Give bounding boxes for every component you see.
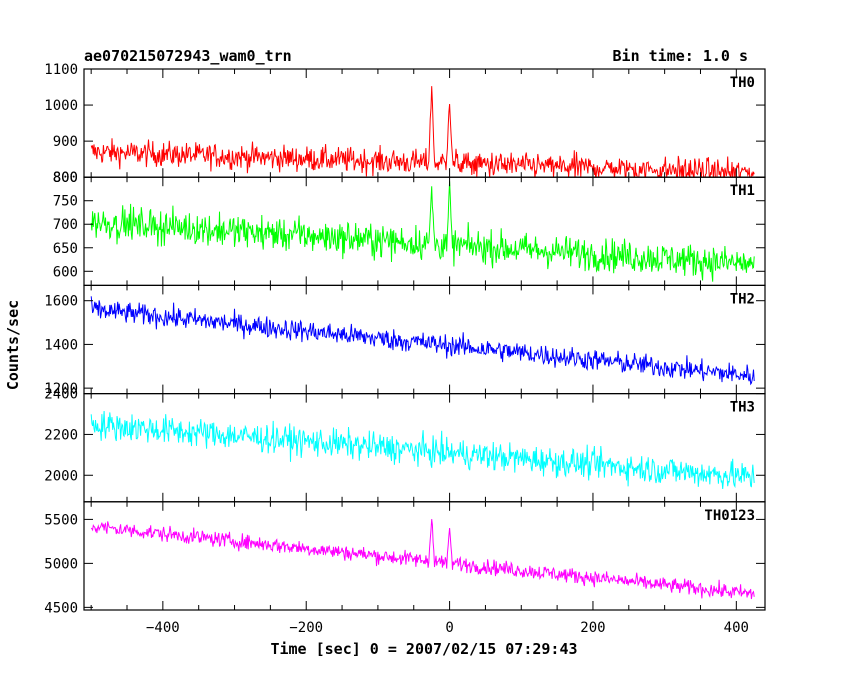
y-tick-label: 5500: [44, 512, 78, 528]
panel-label-th0123: TH0123: [704, 508, 755, 524]
y-tick-label: 800: [53, 170, 78, 186]
y-tick-label: 2400: [44, 387, 78, 403]
y-tick-label: 650: [53, 241, 78, 257]
y-tick-label: 600: [53, 264, 78, 280]
panel-frame: [83, 176, 766, 286]
y-tick-label: 900: [53, 134, 78, 150]
panel-th3: 2000 2200 2400 TH3: [44, 387, 766, 503]
panel-th2: 1200 1400 1600 TH2: [44, 284, 766, 397]
y-tick-label: 4500: [44, 600, 78, 616]
bin-time-label: Bin time: 1.0 s: [613, 47, 748, 65]
y-axis-label: Counts/sec: [4, 300, 22, 390]
y-tick-label: 5000: [44, 556, 78, 572]
y-tick-label: 1100: [44, 62, 78, 78]
x-tick-label: 200: [580, 620, 605, 636]
series-line-th0: [90, 86, 755, 178]
panel-th0: 800 900 1000 1100 TH0: [44, 62, 766, 186]
panel-label-th0: TH0: [730, 75, 755, 91]
x-tick-label: 0: [445, 620, 453, 636]
series-line-th2: [90, 296, 755, 386]
y-tick-label: 2200: [44, 427, 78, 443]
x-tick-label: 400: [724, 620, 749, 636]
panels-group: 80090010001100TH0600650700750800TH112001…: [44, 62, 766, 636]
y-tick-label: 700: [53, 217, 78, 233]
panel-frame: [83, 501, 766, 611]
y-tick-label: 750: [53, 194, 78, 210]
panel-label-th1: TH1: [730, 183, 755, 199]
y-tick-label: 1400: [44, 337, 78, 353]
x-axis-label: Time [sec] 0 = 2007/02/15 07:29:43: [270, 640, 577, 658]
panel-th1: 600 650 700 750 800 TH1: [53, 170, 766, 286]
x-tick-label: −200: [289, 620, 323, 636]
series-line-th3: [90, 410, 755, 490]
y-tick-label: 2000: [44, 468, 78, 484]
y-tick-label: 1600: [44, 294, 78, 310]
y-tick-label: 1200: [44, 381, 78, 397]
chart-title: ae070215072943_wam0_trn: [84, 47, 292, 65]
panel-frame: [83, 284, 766, 395]
series-line-th0123: [90, 519, 755, 600]
series-line-th1: [90, 181, 755, 282]
panel-th0123: 4500 5000 5500 TH0123: [44, 501, 766, 616]
panel-label-th2: TH2: [730, 291, 755, 307]
y-tick-label: 1000: [44, 98, 78, 114]
x-tick-label: −400: [146, 620, 180, 636]
y-tick-label: 800: [53, 170, 78, 186]
panel-frame: [83, 393, 766, 503]
panel-label-th3: TH3: [730, 400, 755, 416]
